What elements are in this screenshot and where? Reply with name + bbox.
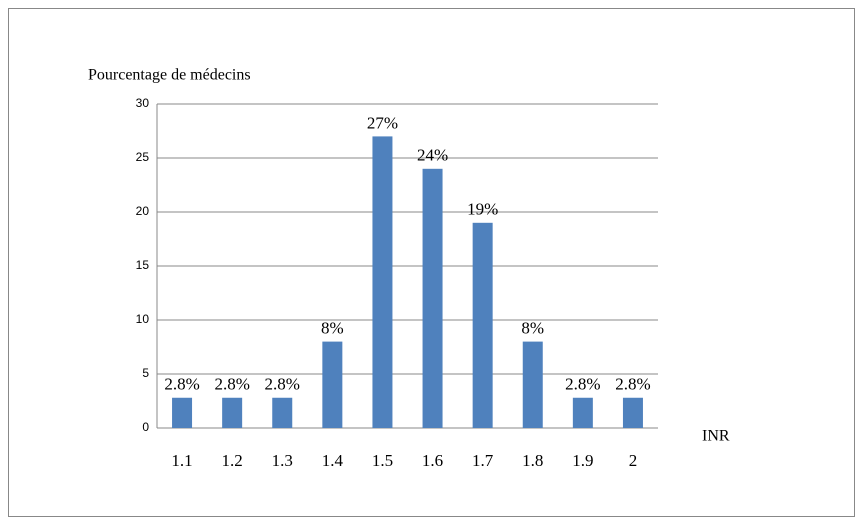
data-label: 27% [367,113,398,132]
y-tick-label: 10 [136,312,150,326]
data-label: 2.8% [565,375,600,394]
x-tick-label: 1.5 [372,451,393,470]
data-label: 2.8% [214,375,249,394]
x-tick-label: 1.4 [322,451,344,470]
data-label: 2.8% [164,375,199,394]
x-tick-label: 1.3 [272,451,293,470]
x-tick-label: 1.1 [171,451,192,470]
y-tick-label: 0 [142,420,149,434]
bar [222,397,243,428]
y-tick-label: 5 [142,366,149,380]
data-label: 8% [321,319,344,338]
x-tick-label: 1.7 [472,451,494,470]
x-tick-label: 1.6 [422,451,443,470]
data-label: 2.8% [265,375,300,394]
bar [522,341,543,428]
y-tick-label: 20 [136,204,150,218]
bar [622,397,643,428]
x-tick-label: 1.2 [222,451,243,470]
x-tick-label: 1.8 [522,451,543,470]
y-tick-label: 30 [136,96,150,110]
x-axis-label: INR [702,428,730,445]
data-label: 24% [417,146,448,165]
bar [472,222,493,428]
y-tick-label: 25 [136,150,150,164]
data-label: 8% [521,319,544,338]
y-axis-label: Pourcentage de médecins [88,67,251,84]
x-tick-label: 2 [629,451,638,470]
bar [372,136,393,428]
x-tick-label: 1.9 [572,451,593,470]
data-label: 19% [467,200,498,219]
data-label: 2.8% [615,375,650,394]
y-tick-label: 15 [136,258,150,272]
bar [572,397,593,428]
bar [422,168,443,429]
bar [322,341,343,428]
bar [172,397,193,428]
bar [272,397,293,428]
